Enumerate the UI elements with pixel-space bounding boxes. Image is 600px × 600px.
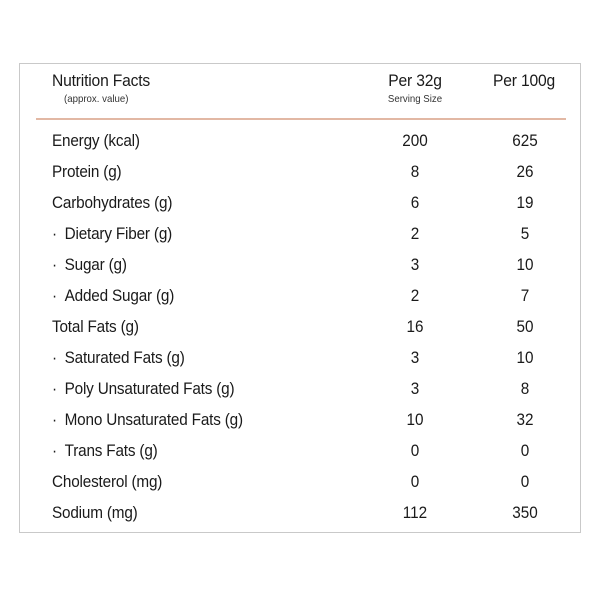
sub-item-bullet: · <box>52 286 57 305</box>
nutrient-label: · Saturated Fats (g) <box>52 348 185 368</box>
nutrient-label-text: Protein (g) <box>52 162 122 181</box>
per-serving-value: 2 <box>410 224 420 243</box>
sub-item-bullet: · <box>52 255 57 274</box>
nutrient-label-text: Total Fats (g) <box>52 317 139 336</box>
nutrient-row: · Dietary Fiber (g) 2 5 <box>20 219 580 250</box>
nutrient-label: Carbohydrates (g) <box>52 193 172 213</box>
per-100g-value: 8 <box>520 379 530 398</box>
nutrient-label: · Trans Fats (g) <box>52 441 158 461</box>
nutrient-label-text: Sugar (g) <box>64 255 127 274</box>
nutrient-rows: Energy (kcal) 200 625 Protein (g) 8 26 Carbohy… <box>20 126 580 529</box>
per-serving-value: 112 <box>402 503 428 522</box>
per-serving-value: 10 <box>406 410 424 429</box>
per-100g-header: Per 100g <box>492 71 556 90</box>
per-100g-value: 10 <box>516 255 534 274</box>
per-serving-value: 3 <box>410 379 420 398</box>
nutrition-header: Nutrition Facts (approx. value) Per 32g … <box>20 64 580 119</box>
nutrient-label-text: Saturated Fats (g) <box>64 348 185 367</box>
nutrient-row: · Trans Fats (g) 0 0 <box>20 436 580 467</box>
nutrient-row: Cholesterol (mg) 0 0 <box>20 467 580 498</box>
nutrient-row: Energy (kcal) 200 625 <box>20 126 580 157</box>
nutrient-row: · Poly Unsaturated Fats (g) 3 8 <box>20 374 580 405</box>
nutrient-label: Sodium (mg) <box>52 503 138 523</box>
per-serving-value: 2 <box>410 286 420 305</box>
per-100g-value: 26 <box>516 162 534 181</box>
per-serving-value: 8 <box>410 162 420 181</box>
nutrient-label: · Dietary Fiber (g) <box>52 224 172 244</box>
per-100g-value: 50 <box>516 317 534 336</box>
sub-item-bullet: · <box>52 441 57 460</box>
nutrient-row: Carbohydrates (g) 6 19 <box>20 188 580 219</box>
approx-value-note: (approx. value) <box>64 93 129 105</box>
nutrient-label: · Poly Unsaturated Fats (g) <box>52 379 235 399</box>
per-100g-value: 625 <box>512 131 538 150</box>
per-serving-value: 3 <box>410 348 420 367</box>
per-serving-value: 16 <box>406 317 424 336</box>
nutrient-label: · Mono Unsaturated Fats (g) <box>52 410 243 430</box>
nutrient-label: Cholesterol (mg) <box>52 472 162 492</box>
nutrient-label-text: Cholesterol (mg) <box>52 472 163 491</box>
nutrient-row: Total Fats (g) 16 50 <box>20 312 580 343</box>
nutrient-label-text: Trans Fats (g) <box>64 441 158 460</box>
nutrient-label: · Added Sugar (g) <box>52 286 174 306</box>
per-serving-header: Per 32g <box>388 71 442 90</box>
per-serving-value: 0 <box>410 472 420 491</box>
per-100g-value: 5 <box>520 224 530 243</box>
nutrient-label: · Sugar (g) <box>52 255 127 275</box>
nutrient-label-text: Carbohydrates (g) <box>52 193 173 212</box>
sub-item-bullet: · <box>52 224 57 243</box>
per-100g-value: 19 <box>516 193 534 212</box>
per-100g-value: 10 <box>516 348 534 367</box>
sub-item-bullet: · <box>52 348 57 367</box>
serving-size-label: Serving Size <box>387 93 443 105</box>
per-serving-value: 0 <box>410 441 420 460</box>
nutrient-label: Total Fats (g) <box>52 317 139 337</box>
nutrient-label-text: Added Sugar (g) <box>64 286 175 305</box>
nutrient-label: Energy (kcal) <box>52 131 140 151</box>
per-100g-value: 32 <box>516 410 534 429</box>
per-100g-value: 7 <box>520 286 530 305</box>
header-divider <box>36 118 566 120</box>
per-100g-value: 0 <box>520 472 530 491</box>
nutrient-row: · Added Sugar (g) 2 7 <box>20 281 580 312</box>
nutrition-title: Nutrition Facts <box>52 71 151 90</box>
per-100g-value: 0 <box>520 441 530 460</box>
sub-item-bullet: · <box>52 379 57 398</box>
nutrient-label-text: Energy (kcal) <box>52 131 140 150</box>
nutrient-label: Protein (g) <box>52 162 122 182</box>
nutrient-label-text: Poly Unsaturated Fats (g) <box>64 379 235 398</box>
nutrient-row: Protein (g) 8 26 <box>20 157 580 188</box>
nutrition-facts-panel: Nutrition Facts (approx. value) Per 32g … <box>19 63 581 533</box>
per-serving-value: 200 <box>402 131 428 150</box>
nutrient-label-text: Dietary Fiber (g) <box>64 224 173 243</box>
sub-item-bullet: · <box>52 410 57 429</box>
nutrient-label-text: Mono Unsaturated Fats (g) <box>64 410 244 429</box>
nutrient-row: Sodium (mg) 112 350 <box>20 498 580 529</box>
nutrient-row: · Saturated Fats (g) 3 10 <box>20 343 580 374</box>
per-100g-value: 350 <box>512 503 538 522</box>
nutrient-row: · Mono Unsaturated Fats (g) 10 32 <box>20 405 580 436</box>
per-serving-value: 3 <box>410 255 420 274</box>
per-serving-value: 6 <box>410 193 420 212</box>
nutrient-label-text: Sodium (mg) <box>52 503 138 522</box>
nutrient-row: · Sugar (g) 3 10 <box>20 250 580 281</box>
